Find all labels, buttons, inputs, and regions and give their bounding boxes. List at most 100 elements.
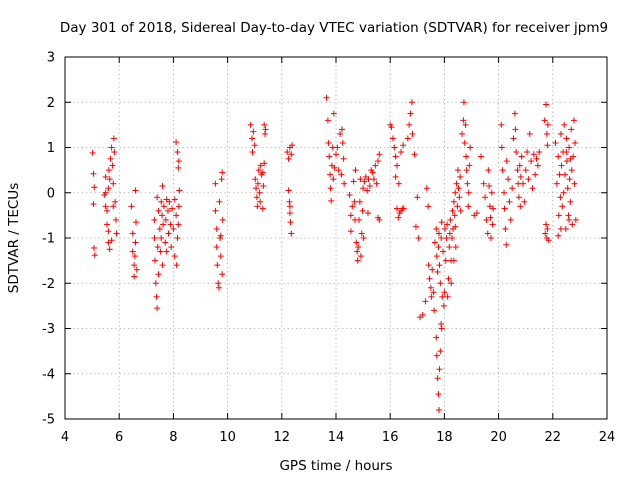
data-point [522, 167, 529, 174]
data-point [489, 221, 496, 228]
data-point [544, 225, 551, 232]
data-point [534, 162, 541, 169]
data-point [168, 244, 175, 251]
data-point [529, 185, 536, 192]
data-point [288, 230, 295, 237]
data-point [328, 197, 335, 204]
data-point [433, 352, 440, 359]
data-point [252, 176, 259, 183]
data-point [503, 158, 510, 165]
data-point [171, 196, 178, 203]
data-point [260, 182, 267, 189]
data-point [566, 216, 573, 223]
data-point [285, 187, 292, 194]
data-point [431, 239, 438, 246]
data-point [438, 235, 445, 241]
data-point [346, 192, 353, 199]
data-point [112, 216, 119, 223]
data-point [102, 189, 109, 196]
data-point [486, 182, 493, 189]
data-point [392, 173, 399, 180]
data-point [132, 187, 139, 194]
chart-title: Day 301 of 2018, Sidereal Day-to-day VTE… [60, 20, 608, 36]
x-tick-label: 22 [545, 430, 562, 445]
data-point [509, 185, 516, 192]
y-tick-label: 2 [47, 96, 55, 111]
data-point [501, 189, 508, 196]
data-point [517, 203, 524, 210]
x-tick-label: 18 [436, 430, 453, 445]
data-point [213, 244, 220, 251]
data-point [435, 406, 442, 413]
data-point [159, 212, 166, 219]
data-point [159, 182, 166, 189]
data-point [366, 182, 373, 189]
data-point [132, 239, 139, 246]
data-point [543, 101, 550, 108]
data-point [436, 262, 443, 269]
data-point [131, 262, 138, 269]
data-point [175, 203, 182, 210]
data-point [247, 121, 254, 128]
data-point [217, 232, 224, 239]
data-point [435, 391, 442, 398]
data-point [393, 162, 400, 169]
data-point [431, 307, 438, 314]
data-point [521, 198, 528, 205]
data-point [415, 235, 422, 241]
data-point [419, 311, 426, 318]
data-point [557, 194, 564, 201]
data-point [510, 135, 517, 142]
data-point [165, 230, 172, 237]
data-point [338, 171, 345, 178]
data-point [490, 205, 497, 212]
data-point [486, 203, 493, 210]
data-point [106, 246, 113, 253]
data-point [565, 212, 572, 219]
data-point [501, 205, 508, 212]
data-point [162, 239, 169, 246]
data-point [488, 189, 495, 196]
data-point [559, 203, 566, 210]
data-point [543, 221, 550, 228]
data-point [324, 117, 331, 124]
data-point [388, 124, 395, 131]
data-point [109, 162, 116, 169]
data-point [102, 203, 109, 210]
data-point [375, 214, 382, 221]
data-point [502, 225, 509, 232]
data-point [463, 167, 470, 174]
data-point [555, 232, 562, 239]
data-point [456, 194, 463, 201]
data-point [445, 275, 452, 282]
data-point [561, 171, 568, 178]
x-tick-label: 8 [169, 430, 177, 445]
data-point [552, 139, 559, 146]
data-point [112, 198, 119, 205]
data-point [440, 302, 447, 309]
data-point [154, 244, 161, 251]
data-point [254, 180, 261, 187]
data-point [347, 228, 354, 235]
data-point [360, 235, 367, 241]
data-point [446, 230, 453, 237]
data-point [422, 298, 429, 305]
data-point [545, 237, 552, 244]
data-point [350, 178, 357, 185]
data-point [400, 142, 407, 149]
data-point [175, 164, 182, 171]
data-point [433, 334, 440, 341]
data-point [369, 169, 376, 176]
data-point [436, 366, 443, 373]
data-point [440, 248, 447, 255]
data-point [261, 160, 268, 167]
data-point [499, 167, 506, 174]
data-point [219, 271, 226, 278]
data-point [467, 144, 474, 151]
data-point [566, 144, 573, 151]
data-point [129, 248, 136, 255]
data-point [392, 153, 399, 160]
data-point [285, 155, 292, 162]
x-tick-label: 6 [115, 430, 123, 445]
data-point [404, 135, 411, 142]
